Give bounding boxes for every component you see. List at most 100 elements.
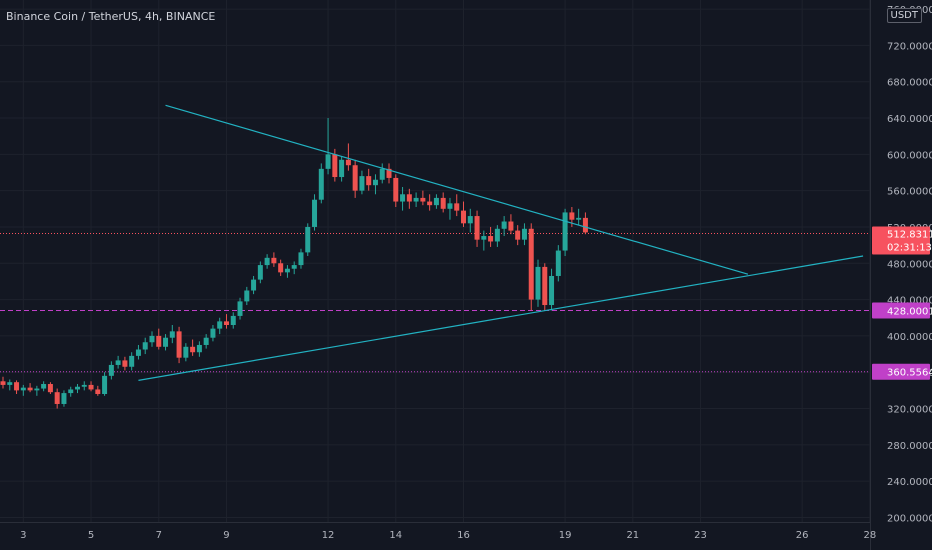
x-tick-label-8: 21	[626, 530, 639, 541]
candle-body-12	[81, 384, 87, 387]
candle-body-2	[14, 382, 20, 391]
y-tick-label-1: 240.0000	[887, 477, 932, 488]
candle-body-82	[555, 250, 561, 276]
y-tick-label-3: 320.0000	[887, 405, 932, 416]
candle-body-65	[440, 197, 446, 209]
candle-body-5	[34, 388, 40, 391]
candle-body-1	[7, 382, 13, 385]
candle-body-17	[115, 360, 121, 365]
candle-body-0	[0, 381, 6, 385]
candle-body-62	[420, 197, 426, 202]
y-tick-label-11: 640.0000	[887, 114, 932, 125]
x-tick-label-10: 26	[796, 530, 809, 541]
candle-body-8	[54, 392, 60, 404]
candle-body-21	[142, 342, 148, 350]
candle-body-58	[393, 177, 399, 202]
x-tick-label-3: 9	[223, 530, 229, 541]
candle-body-23	[156, 335, 162, 347]
candle-body-39	[264, 257, 270, 266]
candle-body-24	[163, 337, 169, 347]
candle-body-32	[217, 321, 223, 329]
candle-body-61	[413, 197, 419, 202]
y-tick-label-2: 280.0000	[887, 441, 932, 452]
candle-body-41	[278, 263, 284, 273]
y-tick-label-13: 720.0000	[887, 41, 932, 52]
y-tick-label-0: 200.0000	[887, 513, 932, 524]
candle-body-68	[461, 210, 467, 224]
time-axis[interactable]: 3 5 7 9 12 14 16 19 21 23 26 28	[0, 522, 876, 550]
candle-body-27	[183, 346, 189, 358]
price-axis-bg	[871, 0, 932, 550]
currency-badge[interactable]: USDT	[886, 8, 922, 23]
candle-body-48	[325, 154, 331, 169]
candle-body-50	[339, 159, 345, 178]
candle-body-33	[223, 321, 229, 326]
x-tick-label-2: 7	[156, 530, 162, 541]
candle-body-72	[488, 236, 494, 242]
candle-body-34	[230, 315, 236, 326]
level-428-label: 428.0001	[887, 306, 932, 317]
y-tick-label-6: 440.0000	[887, 296, 932, 307]
candle-body-30	[203, 337, 209, 345]
candle-body-15	[102, 375, 108, 394]
candle-body-35	[237, 301, 243, 316]
candle-body-76	[515, 230, 521, 240]
candle-body-13	[88, 384, 94, 390]
y-tick-label-10: 600.0000	[887, 150, 932, 161]
candle-body-4	[27, 387, 33, 391]
time-axis-bg	[0, 523, 870, 550]
candle-body-26	[176, 331, 182, 358]
candle-body-86	[582, 217, 588, 233]
candle-body-53	[359, 176, 365, 191]
candle-body-74	[501, 221, 507, 229]
candle-body-11	[74, 386, 80, 390]
candle-body-29	[196, 344, 202, 353]
y-tick-label-9: 560.0000	[887, 187, 932, 198]
candle-body-36	[244, 290, 250, 302]
candle-body-56	[379, 168, 385, 180]
trendlines[interactable]	[138, 104, 864, 381]
current-price-label-bg	[872, 226, 930, 255]
candle-body-77	[521, 228, 527, 240]
candle-body-18	[122, 360, 128, 367]
candle-body-31	[210, 328, 216, 338]
candle-body-7	[47, 384, 53, 393]
candle-body-84	[569, 212, 575, 220]
candle-body-6	[41, 384, 47, 389]
candle-body-3	[20, 387, 26, 391]
candle-body-81	[549, 275, 555, 306]
candle-body-47	[318, 168, 324, 200]
x-tick-label-1: 5	[88, 530, 94, 541]
price-labels: 512.8311 02:31:13 428.0001 360.5564	[872, 226, 932, 380]
candle-body-66	[447, 203, 453, 209]
x-tick-label-4: 12	[322, 530, 335, 541]
candle-body-14	[95, 389, 101, 394]
candle-body-78	[528, 228, 534, 300]
price-axis[interactable]: 200.0000240.0000280.0000320.0000360.0000…	[870, 0, 932, 550]
candle-body-37	[251, 279, 257, 291]
x-tick-label-5: 14	[389, 530, 402, 541]
y-tick-label-7: 480.0000	[887, 259, 932, 270]
candle-body-71	[481, 236, 487, 240]
candle-body-46	[312, 199, 318, 227]
lower-support-trendline	[138, 255, 864, 381]
chart-title: Binance Coin / TetherUS, 4h, BINANCE	[6, 10, 216, 23]
candle-body-52	[352, 165, 358, 191]
current-price-label: 512.8311	[887, 229, 932, 240]
x-tick-label-11: 28	[863, 530, 876, 541]
candle-body-25	[169, 331, 175, 338]
candle-body-10	[68, 389, 74, 394]
candle-body-67	[454, 203, 460, 211]
x-tick-label-0: 3	[20, 530, 26, 541]
y-tick-label-5: 400.0000	[887, 332, 932, 343]
candle-body-42	[284, 268, 290, 273]
candle-body-73	[494, 228, 500, 242]
horizontal-levels	[0, 309, 870, 373]
level-360-label-bg	[872, 363, 930, 380]
upper-resistance-trendline	[165, 104, 749, 275]
candle-body-69	[467, 216, 473, 224]
candle-body-59	[400, 194, 406, 202]
level-360-label: 360.5564	[887, 368, 932, 379]
candle-body-70	[474, 216, 480, 240]
